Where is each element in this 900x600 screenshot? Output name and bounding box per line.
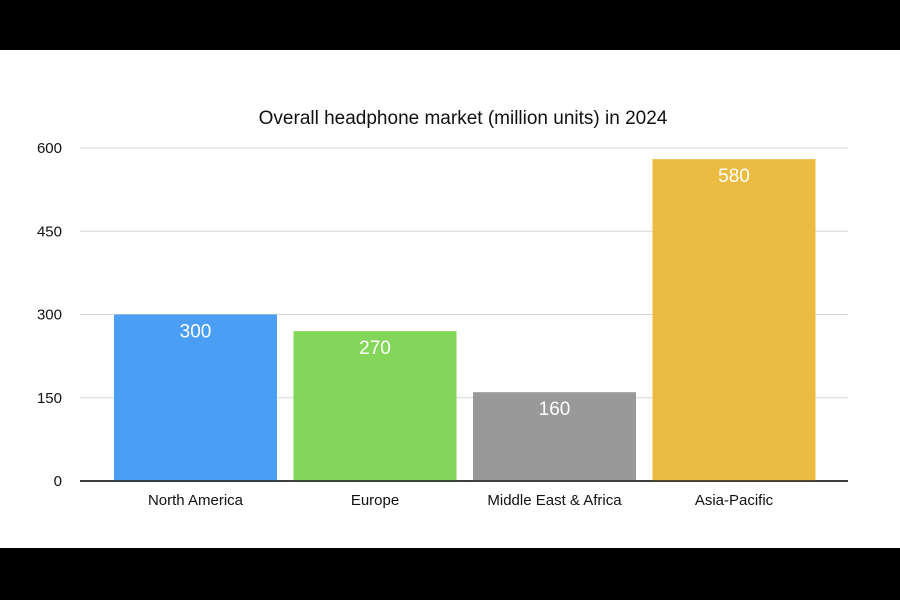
data-label: 160 <box>539 399 571 420</box>
bar-chart: Overall headphone market (million units)… <box>37 108 848 509</box>
x-tick-label: Europe <box>351 492 399 509</box>
y-tick-label: 0 <box>54 473 62 490</box>
y-tick-label: 150 <box>37 390 62 407</box>
data-label: 300 <box>180 322 212 343</box>
data-label: 580 <box>718 166 750 187</box>
bar <box>293 331 457 481</box>
chart-panel: Overall headphone market (million units)… <box>0 50 900 548</box>
x-tick-label: Middle East & Africa <box>487 492 622 509</box>
bar <box>473 392 636 481</box>
y-tick-label: 600 <box>37 140 62 157</box>
x-tick-label: North America <box>148 492 244 509</box>
y-tick-label: 300 <box>37 307 62 324</box>
y-tick-label: 450 <box>37 223 62 240</box>
bar <box>652 159 816 481</box>
x-tick-label: Asia-Pacific <box>695 492 774 509</box>
chart-title: Overall headphone market (million units)… <box>259 108 668 129</box>
bar <box>114 314 277 481</box>
data-label: 270 <box>359 338 391 359</box>
